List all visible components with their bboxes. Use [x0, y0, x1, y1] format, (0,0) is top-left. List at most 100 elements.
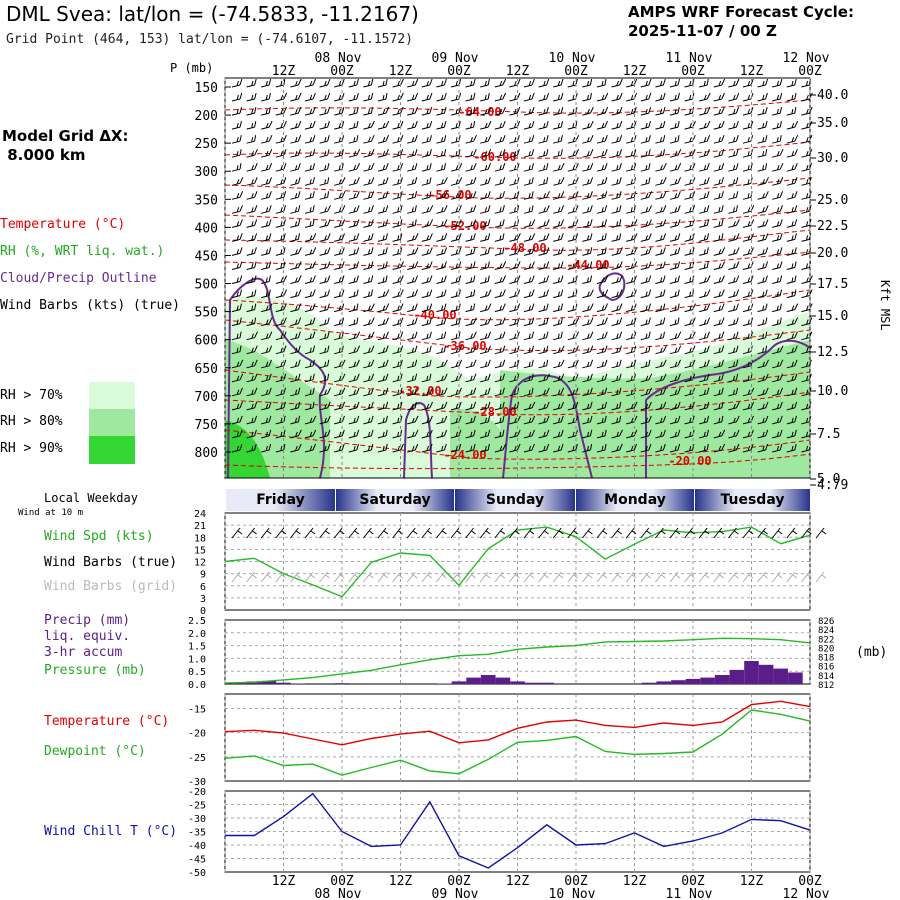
wind-barb [436, 191, 448, 200]
wind-barb [655, 331, 665, 341]
wind-barb [699, 233, 710, 242]
wind-barb [348, 331, 361, 341]
wind-spd-label: Wind Spd (kts) [44, 529, 154, 544]
wind-barb [231, 429, 243, 439]
wind-barb [699, 317, 711, 327]
wind-barb [392, 135, 404, 144]
wind-barb [728, 106, 740, 116]
wind-barb [421, 331, 432, 341]
wind-barb [786, 149, 798, 158]
wind-barb [363, 233, 374, 242]
pressure-tick-label: 150 [195, 81, 218, 96]
legend-temperature: Temperature (°C) [0, 217, 126, 232]
wind-barb [596, 443, 607, 453]
wind-barb [772, 373, 784, 383]
wind-barb [728, 163, 739, 172]
precip-bar [437, 683, 452, 684]
wind-barb-grid [713, 571, 725, 583]
kft-axis-label: Kft MSL [878, 280, 892, 331]
wind-barb [772, 247, 783, 256]
wind-barb [699, 275, 711, 284]
pressure-unit-label: (mb) [856, 645, 888, 660]
wind-barb [538, 177, 549, 186]
wind-barb-true [625, 527, 637, 539]
wind-barb [480, 233, 491, 242]
wind-barb [377, 415, 388, 425]
wind-barb [421, 345, 432, 355]
wind-barb [553, 289, 564, 299]
wind-barb [538, 289, 549, 299]
wind-barb [742, 177, 753, 186]
wind-barb [699, 247, 709, 256]
wind-barb [655, 345, 667, 355]
wind-barb [509, 261, 521, 270]
wind-barb [728, 219, 740, 228]
temperature-contour [224, 209, 811, 229]
wind-barb [275, 317, 287, 327]
wind-barb [553, 303, 564, 313]
wind-barb [757, 261, 769, 270]
wind-barb-grid [450, 571, 462, 583]
wind-barb [421, 205, 434, 214]
wind-speed-tick-label: 24 [194, 509, 206, 520]
wind-barb [363, 247, 374, 256]
wind-barb [480, 163, 491, 172]
wind-barb [669, 78, 681, 88]
wind-barb [348, 191, 360, 200]
wind-barb [304, 149, 316, 158]
wind-barb [757, 373, 769, 383]
wind-barb [640, 92, 652, 102]
wind-barb-grid [246, 571, 257, 583]
wind-barb [231, 120, 242, 130]
wind-barb [421, 191, 432, 200]
wind-barb [319, 106, 331, 116]
temperature-contour-label: -32.00 [398, 384, 441, 398]
wind-barb [231, 317, 242, 327]
wind-barb [377, 261, 388, 270]
wind-barb-grid [406, 571, 418, 583]
wind-barb [231, 149, 242, 158]
temperature-contour [224, 99, 811, 114]
wind-barb [582, 443, 593, 453]
wind-barb [757, 247, 769, 256]
rh90-area [225, 420, 270, 478]
wind-barb [275, 120, 287, 130]
pressure-tick-label: 450 [195, 249, 218, 264]
pressure-tick-label: 822 [818, 635, 834, 645]
wind-barb [319, 219, 331, 228]
wind-barb [553, 401, 564, 411]
wind-barb [290, 177, 301, 186]
precip-tick-label: 2.0 [188, 629, 206, 640]
height-tick-label: 22.5 [817, 219, 848, 234]
wind-barb-grid [552, 571, 564, 583]
wind-barb [319, 247, 331, 256]
wind-barb-grid [669, 571, 681, 583]
wind-barb [538, 345, 549, 355]
wind-barb [742, 443, 754, 453]
wind-barb [231, 373, 244, 383]
wind-barb [553, 106, 564, 116]
temperature-contour [224, 177, 811, 199]
wind-barb [611, 289, 623, 299]
wind-barb [392, 120, 404, 130]
wind-barb [436, 247, 448, 256]
wind-barb [436, 177, 448, 186]
wind-barb [407, 163, 418, 172]
wind-barb [275, 387, 286, 397]
wind-barb [392, 106, 404, 116]
wind-barb [523, 373, 534, 383]
wind-barb [699, 205, 710, 214]
wind-barb [450, 205, 462, 214]
pressure-tick-label: 820 [818, 644, 834, 654]
wind-barb [582, 303, 594, 313]
wind-barb [304, 387, 315, 397]
wind-barb [596, 135, 608, 144]
wind-barb [582, 275, 592, 284]
wind-barb-true [231, 527, 243, 539]
top-time-tick-label: 12Z [740, 64, 764, 79]
wind-barb [261, 387, 272, 397]
wind-barb [553, 92, 564, 102]
wind-barb [699, 120, 711, 130]
wind-barb [611, 177, 622, 186]
wind-barb [786, 177, 798, 186]
